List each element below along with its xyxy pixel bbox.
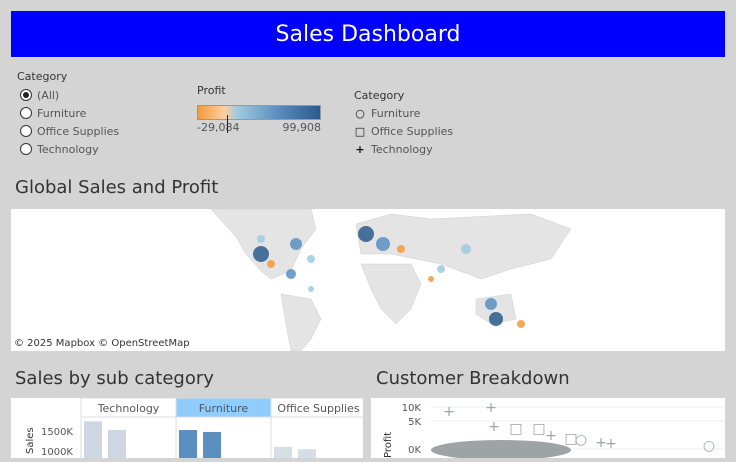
sales-chart-title: Sales by sub category xyxy=(15,368,214,389)
filter-option[interactable]: Furniture xyxy=(20,104,119,122)
world-map[interactable]: © 2025 Mapbox © OpenStreetMap xyxy=(11,209,725,351)
scatter-point[interactable]: + xyxy=(595,435,607,451)
bar[interactable] xyxy=(203,431,221,458)
scatter-point[interactable]: ○ xyxy=(575,432,587,448)
sales-bar-chart: Technology Furniture Office Supplies 1500K 1… xyxy=(11,397,367,458)
radio-button[interactable] xyxy=(20,107,32,119)
scatter-point[interactable]: □ xyxy=(564,431,577,447)
map-marker[interactable] xyxy=(376,237,390,251)
scatter-point[interactable]: + xyxy=(605,436,617,452)
y-axis-label: Sales xyxy=(25,427,36,454)
panel-label: Office Supplies xyxy=(277,402,359,415)
bar[interactable] xyxy=(108,430,126,458)
shape-legend-item: + Technology xyxy=(355,142,433,156)
scatter-point[interactable]: + xyxy=(443,404,455,420)
south-america xyxy=(280,293,322,351)
scatter-point[interactable]: + xyxy=(545,428,557,444)
map-marker[interactable] xyxy=(437,265,445,273)
map-attribution: © 2025 Mapbox © OpenStreetMap xyxy=(14,338,190,349)
bar[interactable] xyxy=(179,430,197,458)
customer-scatter-chart: 10K 5K 0K Profit + + + □ □ □ + + ○ ○ + xyxy=(371,398,725,460)
circle-icon: ○ xyxy=(355,106,365,120)
filter-label: Category xyxy=(17,70,68,83)
profit-min: -29,084 xyxy=(197,121,240,134)
filter-option[interactable]: Office Supplies xyxy=(20,122,119,140)
shape-legend-label: Category xyxy=(354,89,405,102)
dashboard-title: Sales Dashboard xyxy=(11,11,725,57)
filter-option[interactable]: (All) xyxy=(20,86,119,104)
radio-button[interactable] xyxy=(20,143,32,155)
y-tick: 0K xyxy=(408,445,421,456)
map-marker[interactable] xyxy=(489,312,503,326)
bar[interactable] xyxy=(84,421,102,458)
square-icon: □ xyxy=(354,124,366,138)
map-marker[interactable] xyxy=(286,269,296,279)
panel-label: Technology xyxy=(97,402,160,415)
scatter-point[interactable]: □ xyxy=(532,421,545,437)
north-america xyxy=(210,209,317,280)
shape-legend-item: ○ Furniture xyxy=(355,106,421,120)
shape-legend-item: □ Office Supplies xyxy=(354,124,454,138)
radio-button[interactable] xyxy=(20,125,32,137)
y-tick: 10K xyxy=(402,403,422,414)
y-axis-label: Profit xyxy=(383,432,394,458)
radio-button[interactable] xyxy=(20,89,32,101)
africa xyxy=(360,263,422,325)
customer-chart-title: Customer Breakdown xyxy=(376,368,570,389)
panel-label: Furniture xyxy=(199,402,249,415)
map-marker[interactable] xyxy=(307,255,315,263)
scatter-point[interactable]: ○ xyxy=(703,438,715,454)
map-marker[interactable] xyxy=(517,320,525,328)
profit-color-ramp xyxy=(197,105,321,120)
category-filter: Category (All) Furniture Office Supplies Te… xyxy=(17,70,119,158)
map-marker[interactable] xyxy=(397,245,405,253)
map-marker[interactable] xyxy=(308,286,314,292)
scatter-point[interactable]: + xyxy=(485,400,497,416)
map-title: Global Sales and Profit xyxy=(15,177,219,198)
shape-legend: Category ○ Furniture □ Office Supplies + Tech… xyxy=(354,89,453,158)
map-marker[interactable] xyxy=(485,298,497,310)
map-marker[interactable] xyxy=(461,244,471,254)
zero-marker xyxy=(227,115,228,133)
bar[interactable] xyxy=(274,446,292,458)
map-marker[interactable] xyxy=(428,276,434,282)
filter-option[interactable]: Technology xyxy=(20,140,119,158)
profit-legend-label: Profit xyxy=(197,84,226,97)
profit-max: 99,908 xyxy=(282,121,322,134)
y-tick: 1000K xyxy=(41,447,73,458)
map-marker[interactable] xyxy=(267,260,275,268)
scatter-point[interactable]: + xyxy=(488,419,500,435)
scatter-point[interactable]: □ xyxy=(509,421,522,437)
map-marker[interactable] xyxy=(290,238,302,250)
y-tick: 1500K xyxy=(41,427,73,438)
plus-icon: + xyxy=(355,142,365,156)
y-tick: 5K xyxy=(408,417,421,428)
map-marker[interactable] xyxy=(358,226,374,242)
map-marker[interactable] xyxy=(253,246,269,262)
profit-legend: Profit -29,084 99,908 xyxy=(197,84,321,134)
map-marker[interactable] xyxy=(257,235,265,243)
